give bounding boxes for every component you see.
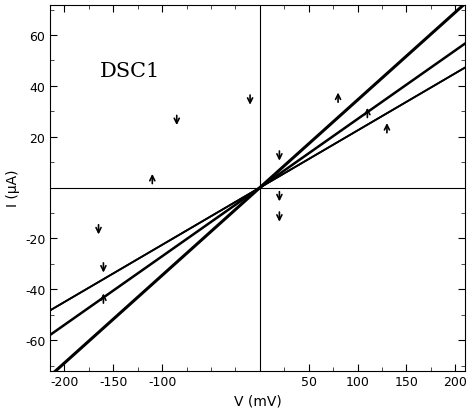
X-axis label: V (mV): V (mV) xyxy=(234,394,281,408)
Text: DSC1: DSC1 xyxy=(100,62,160,81)
Y-axis label: I (μA): I (μA) xyxy=(6,169,19,207)
